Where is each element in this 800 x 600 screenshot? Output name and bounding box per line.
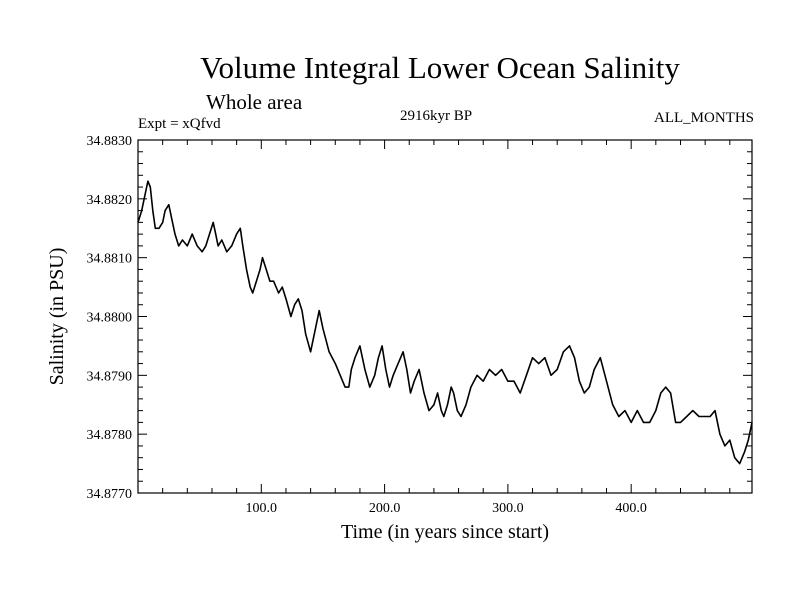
x-tick-label: 100.0: [246, 501, 278, 516]
period-label: 2916kyr BP: [400, 108, 473, 124]
y-axis-label: Salinity (in PSU): [46, 248, 68, 386]
salinity-series-line: [137, 180, 753, 465]
y-tick-label: 34.8810: [87, 252, 133, 267]
chart-title: Volume Integral Lower Ocean Salinity: [200, 50, 680, 85]
chart-subtitle: Whole area: [206, 90, 303, 114]
months-label: ALL_MONTHS: [654, 110, 754, 126]
y-tick-label: 34.8790: [87, 369, 133, 384]
plot-frame: [137, 139, 753, 494]
x-tick-label: 200.0: [369, 501, 401, 516]
experiment-label: Expt = xQfvd: [138, 116, 221, 132]
y-tick-label: 34.8780: [87, 428, 133, 443]
y-tick-label: 34.8830: [87, 134, 133, 149]
y-tick-label: 34.8820: [87, 193, 133, 208]
x-tick-label: 300.0: [492, 501, 524, 516]
y-tick-label: 34.8770: [87, 487, 133, 502]
tick-marks: [138, 140, 752, 493]
x-tick-label: 400.0: [615, 501, 647, 516]
x-axis-label: Time (in years since start): [341, 521, 549, 543]
tick-labels: 100.0 200.0 300.0 400.0 34.8770 34.8780 34.879…: [87, 134, 647, 516]
y-tick-label: 34.8800: [87, 311, 133, 326]
